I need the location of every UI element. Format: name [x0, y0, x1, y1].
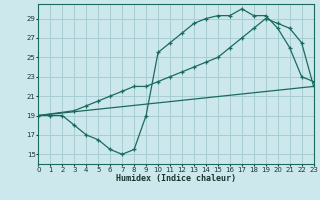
X-axis label: Humidex (Indice chaleur): Humidex (Indice chaleur)	[116, 174, 236, 183]
